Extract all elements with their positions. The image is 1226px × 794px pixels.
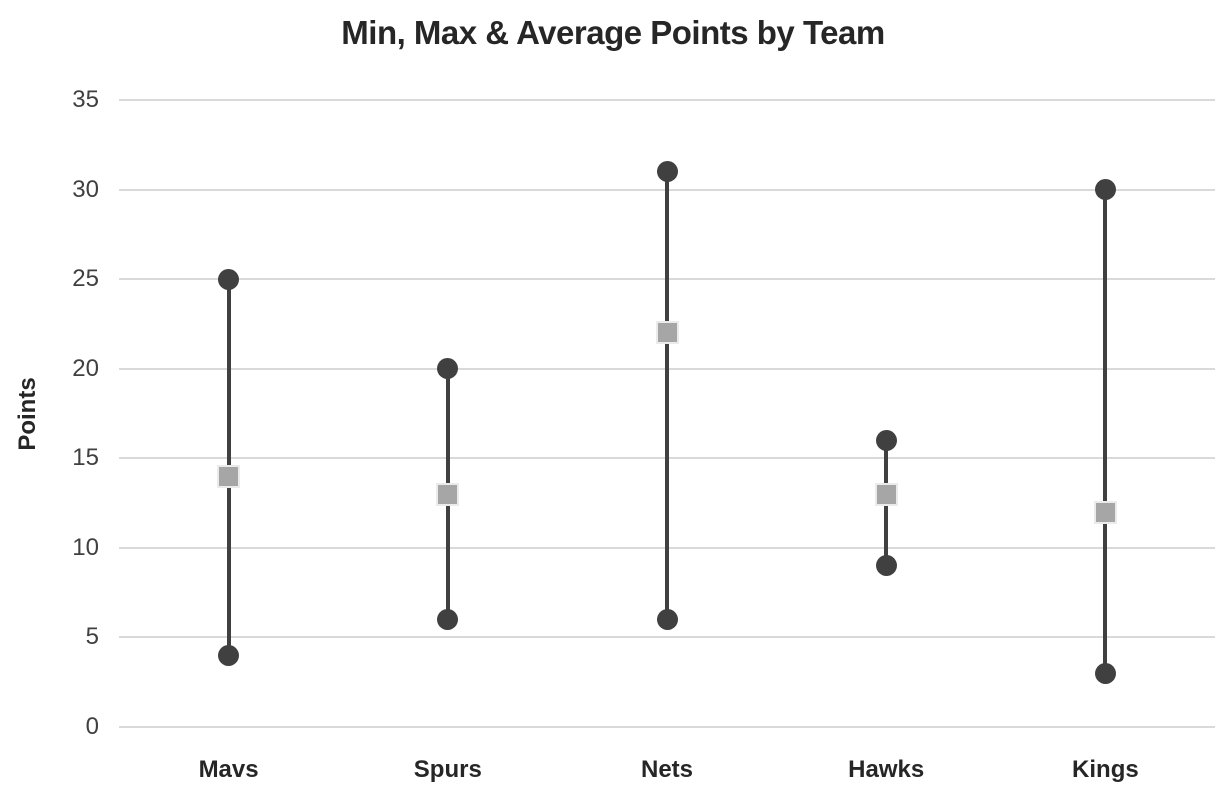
high-low-line-nets	[665, 171, 669, 620]
x-category-label-nets: Nets	[640, 756, 694, 783]
max-marker-spurs	[437, 358, 459, 380]
y-tick-label: 5	[85, 623, 99, 651]
average-marker-spurs	[436, 482, 460, 506]
average-marker-kings	[1093, 500, 1117, 524]
max-marker-mavs	[218, 268, 240, 290]
gridline	[119, 99, 1215, 101]
min-marker-mavs	[218, 644, 240, 666]
max-marker-nets	[656, 161, 678, 183]
average-marker-nets	[655, 321, 679, 345]
max-marker-kings	[1094, 179, 1116, 201]
x-category-label-hawks: Hawks	[848, 756, 925, 783]
min-marker-spurs	[437, 609, 459, 630]
chart-title: Min, Max & Average Points by Team	[341, 14, 885, 51]
x-category-label-spurs: Spurs	[413, 756, 482, 783]
x-category-label-kings: Kings	[1072, 756, 1139, 783]
y-tick-label: 15	[72, 444, 99, 472]
x-category-label-mavs: Mavs	[198, 756, 259, 783]
y-tick-label: 20	[72, 354, 99, 382]
gridline	[119, 636, 1215, 639]
y-tick-label: 35	[72, 86, 99, 113]
high-low-line-kings	[1103, 189, 1108, 674]
min-marker-hawks	[875, 555, 897, 577]
y-tick-label: 0	[85, 713, 99, 740]
y-tick-label: 25	[72, 265, 99, 293]
y-tick-label: 10	[72, 533, 99, 561]
min-marker-nets	[656, 609, 678, 630]
average-marker-mavs	[217, 464, 241, 488]
average-marker-hawks	[874, 482, 898, 506]
max-marker-hawks	[875, 429, 897, 451]
min-marker-kings	[1094, 662, 1116, 684]
gridline	[119, 726, 1215, 728]
y-tick-label: 30	[72, 175, 99, 203]
